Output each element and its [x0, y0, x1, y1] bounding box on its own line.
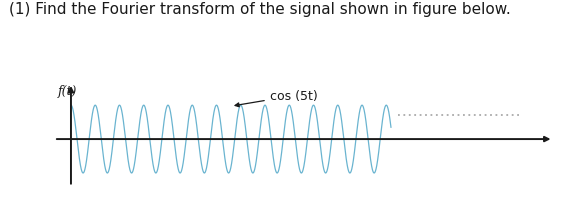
Text: f(t): f(t) — [58, 85, 77, 98]
Text: (1) Find the Fourier transform of the signal shown in figure below.: (1) Find the Fourier transform of the si… — [9, 2, 511, 17]
Text: cos (5t): cos (5t) — [235, 90, 317, 107]
